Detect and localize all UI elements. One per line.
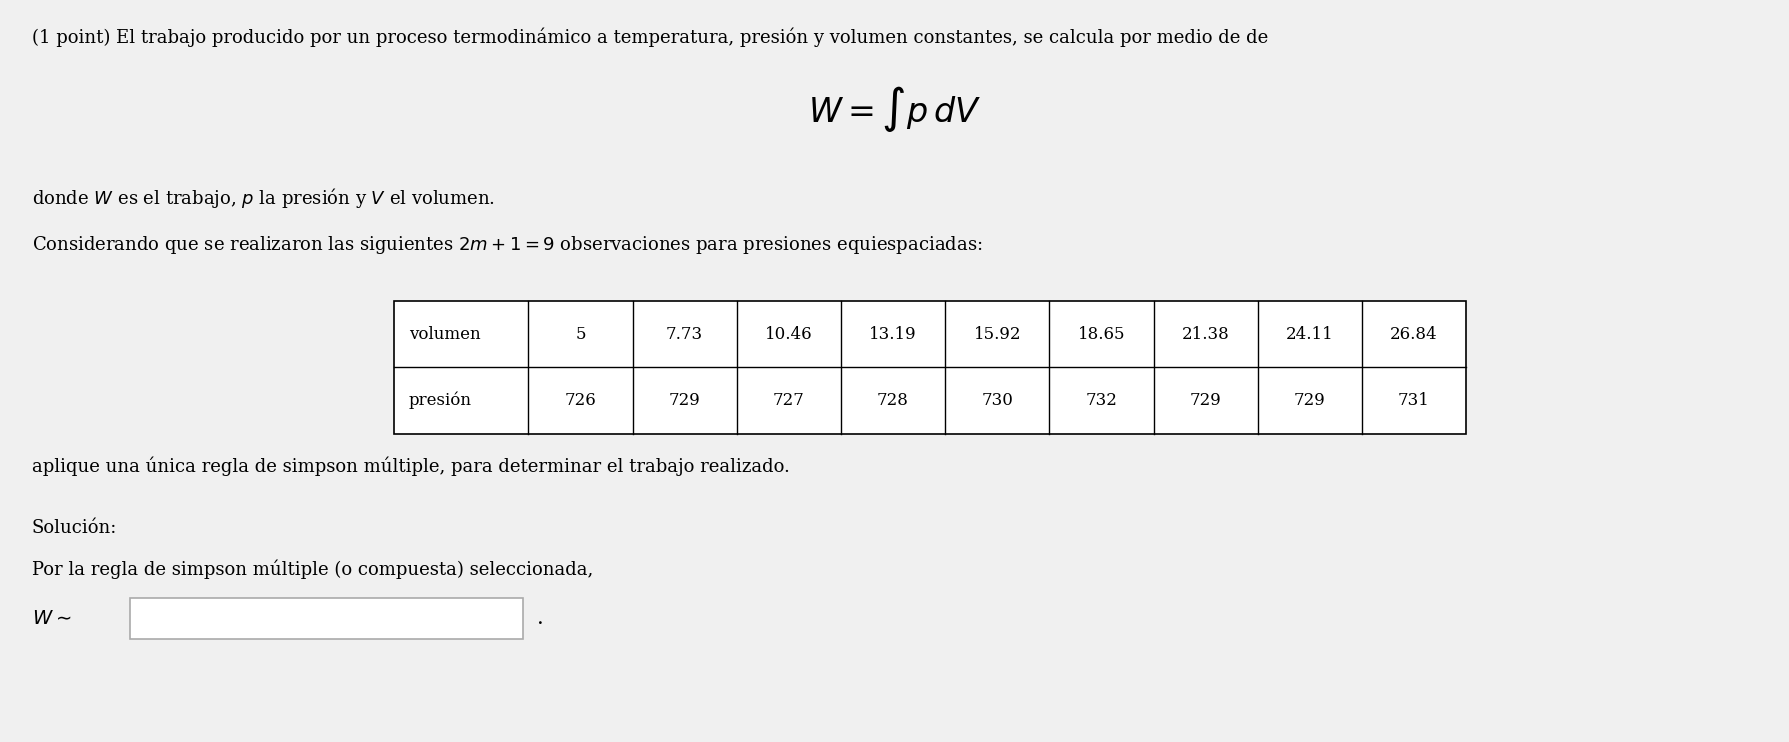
Text: 729: 729	[669, 392, 701, 409]
Text: 18.65: 18.65	[1077, 326, 1125, 343]
Text: 13.19: 13.19	[869, 326, 916, 343]
Text: Solución:: Solución:	[32, 519, 116, 537]
Text: .: .	[537, 609, 544, 628]
Text: Por la regla de simpson múltiple (o compuesta) seleccionada,: Por la regla de simpson múltiple (o comp…	[32, 559, 592, 579]
Bar	[131, 598, 522, 639]
Text: 729: 729	[1293, 392, 1326, 409]
Text: 726: 726	[565, 392, 596, 409]
Text: 732: 732	[1086, 392, 1118, 409]
Text: 727: 727	[773, 392, 805, 409]
Text: aplique una única regla de simpson múltiple, para determinar el trabajo realizad: aplique una única regla de simpson múlti…	[32, 456, 789, 476]
Text: 15.92: 15.92	[973, 326, 1022, 343]
Text: 7.73: 7.73	[666, 326, 703, 343]
Text: volumen: volumen	[408, 326, 479, 343]
Text: 730: 730	[982, 392, 1013, 409]
Text: 731: 731	[1397, 392, 1429, 409]
Text: $W = \int p\,dV$: $W = \int p\,dV$	[809, 84, 980, 134]
Text: 10.46: 10.46	[766, 326, 812, 343]
Text: 26.84: 26.84	[1390, 326, 1438, 343]
Text: donde $W$ es el trabajo, $p$ la presión y $V$ el volumen.: donde $W$ es el trabajo, $p$ la presión …	[32, 186, 496, 210]
Text: 729: 729	[1190, 392, 1222, 409]
Text: presión: presión	[408, 392, 472, 410]
Text: $W \sim$: $W \sim$	[32, 610, 72, 628]
Bar	[394, 301, 1467, 434]
Text: (1 point) El trabajo producido por un proceso termodinámico a temperatura, presi: (1 point) El trabajo producido por un pr…	[32, 27, 1268, 47]
Text: 24.11: 24.11	[1286, 326, 1333, 343]
Text: 21.38: 21.38	[1183, 326, 1229, 343]
Text: 728: 728	[877, 392, 909, 409]
Text: 5: 5	[576, 326, 585, 343]
Text: Considerando que se realizaron las siguientes $2m + 1 = 9$ observaciones para pr: Considerando que se realizaron las sigui…	[32, 234, 982, 256]
